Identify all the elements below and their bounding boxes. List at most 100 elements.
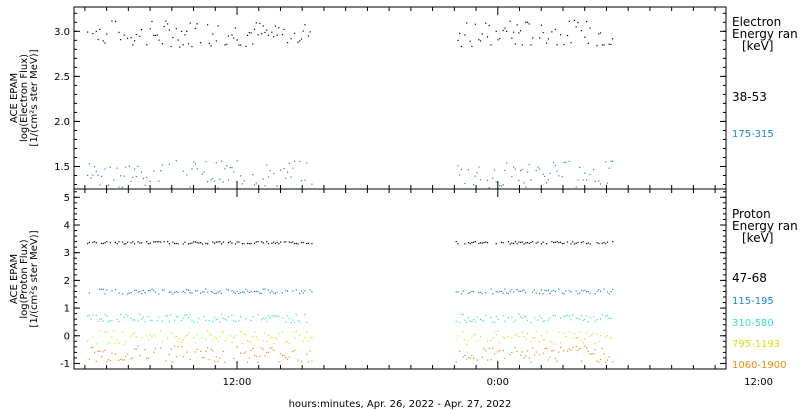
data-point [306,330,308,333]
data-point [566,34,569,37]
data-point [121,293,124,295]
data-point [304,24,306,26]
data-point [264,317,266,320]
data-point [186,335,188,337]
data-point [151,320,153,322]
data-point [280,169,282,171]
data-point [561,292,563,294]
data-point [184,34,186,36]
data-point [276,316,278,318]
data-point [476,316,478,318]
data-point [106,241,108,243]
data-point [565,290,567,292]
data-point [109,242,111,244]
data-point [485,350,487,352]
data-point [194,290,197,292]
data-point [246,290,249,292]
data-point [532,291,534,293]
data-point [507,336,509,338]
data-point [133,332,136,334]
data-point [252,347,254,350]
data-point [506,292,508,294]
data-point [257,339,259,341]
data-point [189,292,191,294]
data-point [288,342,290,344]
data-point [151,336,153,338]
data-point [168,320,170,322]
data-point [592,316,595,318]
data-point [238,44,240,46]
data-point [490,44,492,46]
data-point [208,333,210,335]
data-point [589,292,591,295]
data-point [153,351,155,353]
data-point [493,331,496,333]
data-point [293,349,296,352]
data-point [295,289,297,291]
data-point [493,353,496,355]
data-point [285,289,287,292]
data-point [125,313,127,315]
data-point [135,348,137,350]
data-point [532,241,534,243]
data-point [546,330,548,332]
data-point [502,336,504,338]
series-38-53 [87,19,614,48]
data-point [467,242,470,244]
data-point [132,176,134,178]
data-point [173,345,176,347]
data-point [213,336,216,338]
data-point [158,241,160,243]
data-point [135,33,137,36]
data-point [273,292,275,294]
data-point [589,335,591,337]
data-point [248,243,250,245]
data-point [182,317,184,319]
data-point [116,318,118,320]
data-point [302,241,304,244]
data-point [220,313,223,315]
data-point [210,348,212,350]
data-point [264,185,266,187]
data-point [495,334,497,336]
data-point [603,44,605,46]
data-point [267,351,270,353]
data-point [533,289,536,291]
data-point [300,180,303,182]
data-point [311,290,313,293]
data-point [304,336,306,339]
data-point [559,342,562,344]
data-point [172,36,174,39]
data-point [596,242,598,244]
data-point [196,23,198,25]
data-point [189,358,191,361]
data-point [92,314,94,316]
data-point [530,179,532,181]
data-point [187,316,190,319]
data-point [130,181,132,183]
data-point [207,243,209,245]
data-point [473,318,475,321]
data-point [481,242,483,244]
data-point [219,357,221,359]
data-point [88,314,90,316]
data-point [573,19,576,21]
data-point [539,293,541,295]
data-point [516,288,518,291]
data-point [161,341,164,343]
data-point [306,242,308,245]
data-point [236,160,238,162]
data-point [99,330,101,332]
data-point [311,336,313,338]
data-point [575,186,577,188]
data-point [603,288,605,290]
data-point [486,340,489,342]
legend-entry: 795-1193 [732,339,780,350]
data-point [280,353,282,355]
data-point [212,350,214,352]
data-point [125,355,127,358]
data-point [490,339,492,342]
data-point [99,350,101,352]
data-point [253,290,256,293]
data-point [526,171,529,173]
